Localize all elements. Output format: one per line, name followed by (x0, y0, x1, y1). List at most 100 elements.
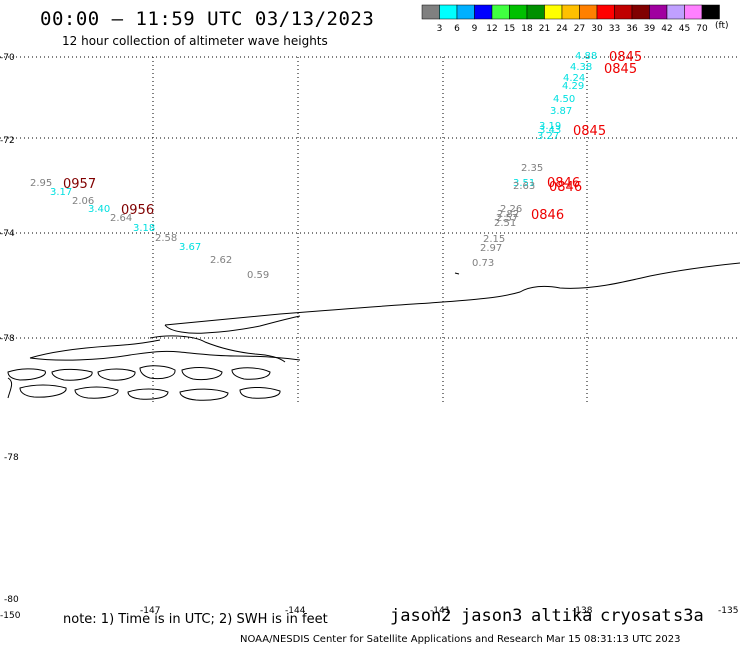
wave-height-observations: 4.884.384.244.29 4.503.87 3.193.433.27 2.35… (30, 51, 597, 281)
legend-label: 9 (472, 24, 478, 34)
swh-value-label: 3.43 (539, 125, 561, 136)
legend-label: 30 (591, 24, 603, 34)
legend-label: 24 (556, 24, 568, 34)
longitude-label: -144 (285, 606, 306, 616)
legend-swatch (596, 4, 615, 20)
island-1 (7, 368, 46, 381)
ice-shelf-edge (164, 315, 301, 334)
island-3 (97, 368, 136, 381)
swh-value-label: 4.29 (562, 81, 584, 92)
legend-label: 15 (504, 24, 515, 34)
swh-value-label: 3.27 (537, 131, 559, 142)
island-4 (139, 365, 176, 380)
legend-units: (ft) (715, 21, 729, 31)
legend-label: 45 (679, 24, 690, 34)
satellite-jason3: jason3 (461, 606, 523, 626)
legend-label: 33 (609, 24, 620, 34)
legend-label: 12 (486, 24, 497, 34)
swh-value-label: 4.50 (553, 94, 575, 105)
latitude-label: -72 (0, 136, 15, 146)
island-10 (179, 388, 229, 401)
swh-value-label: 2.97 (480, 243, 502, 254)
legend-swatch (579, 4, 598, 20)
satellite-s3a: s3a (673, 606, 704, 626)
graticule (0, 56, 740, 405)
pass-time-label: 0845 (609, 50, 642, 65)
legend-swatch (666, 4, 685, 20)
island-5 (181, 367, 223, 381)
island-8 (74, 386, 119, 399)
pass-time-label: 0957 (63, 177, 96, 192)
legend-swatch (421, 4, 440, 20)
chart-title: 00:00 – 11:59 UTC 03/13/2023 (40, 8, 375, 30)
legend-swatch (491, 4, 510, 20)
swh-value-label: 3.87 (550, 106, 572, 117)
swh-value-label: 2.62 (210, 255, 232, 266)
swh-value-label: 4.38 (570, 62, 592, 73)
legend-swatch (544, 4, 563, 20)
pass-time-label: 0846 (549, 180, 582, 195)
longitude-label: -138 (572, 606, 593, 616)
longitude-label: -135 (718, 606, 738, 616)
longitude-label: -150 (0, 611, 21, 621)
swh-value-label: 2.57 (496, 213, 518, 224)
swh-value-label: 3.19 (539, 121, 561, 132)
coastline-west (29, 339, 301, 361)
antarctic-coastline (7, 262, 740, 401)
longitude-label: -141 (430, 606, 450, 616)
coastline-west-edge (7, 377, 13, 399)
pass-time-label: 0845 (604, 62, 637, 77)
legend-label: 18 (521, 24, 533, 34)
swh-value-label: 3.17 (50, 187, 72, 198)
legend-label: 27 (574, 24, 585, 34)
pass-time-label: 0846 (547, 176, 580, 191)
island-11 (239, 387, 281, 399)
chart-subtitle: 12 hour collection of altimeter wave hei… (62, 34, 328, 48)
swh-value-label: 3.51 (513, 178, 535, 189)
swh-value-label: 3.40 (88, 204, 110, 215)
satellite-cryosat: cryosat (600, 606, 672, 626)
legend-label: 21 (539, 24, 550, 34)
latitude-label: -74 (0, 229, 15, 239)
island-9 (127, 388, 169, 400)
swh-value-label: 2.82 (497, 209, 519, 220)
legend-swatch (649, 4, 668, 20)
legend-swatch (701, 4, 720, 20)
legend-label: 39 (644, 24, 656, 34)
latitude-label: -70 (0, 53, 15, 63)
pass-time-label: 0845 (573, 124, 606, 139)
legend-label: 3 (437, 24, 443, 34)
legend-swatch (684, 4, 703, 20)
swh-value-label: 0.73 (472, 258, 494, 269)
islet (454, 272, 460, 275)
swh-value-label: 2.63 (513, 181, 535, 192)
swh-value-label: 2.64 (110, 213, 132, 224)
footer-credit: NOAA/NESDIS Center for Satellite Applica… (240, 634, 681, 645)
axis-labels: -70 -72 -74 -78 -78 -80 -150 -147 -144 -141 -138 -1… (0, 53, 738, 621)
swh-value-label: 2.51 (494, 218, 516, 229)
legend-swatch (509, 4, 528, 20)
latitude-label: -78 (0, 334, 15, 344)
longitude-label: -147 (140, 606, 160, 616)
coastline-main (164, 262, 740, 326)
swh-value-label: 3.67 (179, 242, 201, 253)
swh-value-label: 4.88 (575, 51, 597, 62)
swh-value-label: 2.06 (72, 196, 94, 207)
legend-swatch (614, 4, 633, 20)
legend-label: 6 (454, 24, 460, 34)
swh-value-label: 0.59 (247, 270, 269, 281)
legend-swatch (561, 4, 580, 20)
legend-swatch (439, 4, 458, 20)
legend-labels: 3 6 9 12 15 18 21 24 27 30 33 36 39 42 45 70 (437, 24, 708, 34)
swh-value-label: 2.35 (521, 163, 543, 174)
swh-value-label: 2.15 (483, 234, 505, 245)
latitude-label: -80 (4, 595, 19, 605)
wave-height-color-legend (421, 4, 720, 20)
swh-value-label: 2.95 (30, 178, 52, 189)
legend-label: 36 (626, 24, 638, 34)
swh-value-label: 4.24 (563, 73, 585, 84)
latitude-label: -78 (4, 453, 19, 463)
satellite-jason2: jason2 (390, 606, 452, 626)
legend-swatch (474, 4, 493, 20)
